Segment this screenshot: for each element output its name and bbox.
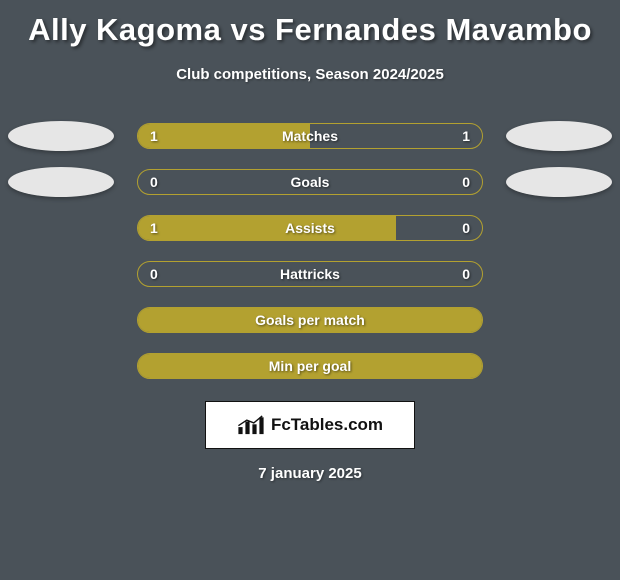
stat-label: Goals per match (138, 308, 482, 332)
footer-date: 7 january 2025 (0, 465, 620, 482)
stat-row: Goals per match (0, 297, 620, 343)
stat-label: Min per goal (138, 354, 482, 378)
stat-bar: 10Assists (137, 215, 483, 241)
stat-bars: 11Matches 00Goals 10Assists 00Hattricks Goal… (0, 113, 620, 389)
stat-bar: Goals per match (137, 307, 483, 333)
stat-bar: 00Goals (137, 169, 483, 195)
player-left-avatar (8, 121, 114, 151)
stat-bar: 11Matches (137, 123, 483, 149)
comparison-infographic: Ally Kagoma vs Fernandes Mavambo Club co… (0, 0, 620, 580)
logo-text: FcTables.com (271, 415, 383, 435)
player-right-avatar (506, 167, 612, 197)
stat-row: 00Hattricks (0, 251, 620, 297)
stat-row: Min per goal (0, 343, 620, 389)
stat-row: 10Assists (0, 205, 620, 251)
player-right-avatar (506, 121, 612, 151)
stat-label: Goals (138, 170, 482, 194)
page-title: Ally Kagoma vs Fernandes Mavambo (0, 0, 620, 48)
subtitle: Club competitions, Season 2024/2025 (0, 66, 620, 83)
stat-label: Hattricks (138, 262, 482, 286)
source-logo: FcTables.com (205, 401, 415, 449)
player-left-avatar (8, 167, 114, 197)
stat-label: Assists (138, 216, 482, 240)
bars-icon (237, 414, 265, 436)
stat-row: 00Goals (0, 159, 620, 205)
stat-label: Matches (138, 124, 482, 148)
stat-bar: 00Hattricks (137, 261, 483, 287)
stat-row: 11Matches (0, 113, 620, 159)
stat-bar: Min per goal (137, 353, 483, 379)
